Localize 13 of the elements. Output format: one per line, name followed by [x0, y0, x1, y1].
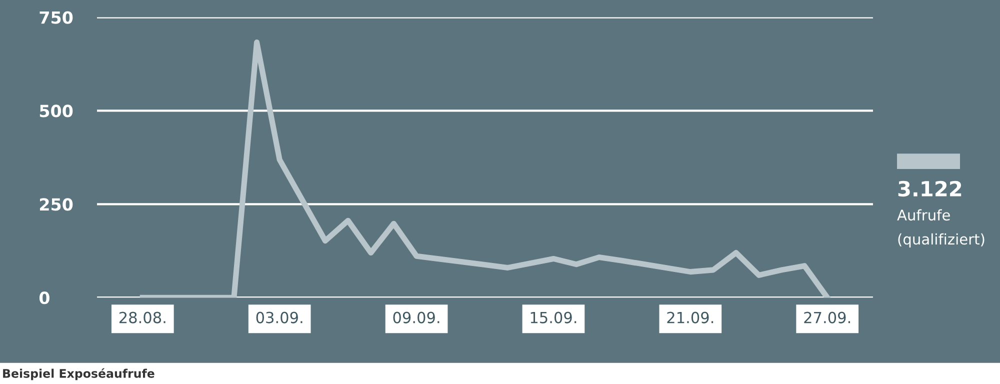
x-tick-label: 27.09.	[804, 312, 850, 324]
x-tick-label: 09.09.	[393, 312, 440, 324]
text: 3.122	[898, 180, 962, 197]
x-tick-label: 03.09.	[256, 312, 302, 324]
text: Aufrufe (qualifiziert)	[897, 209, 984, 248]
y-tick-label: 500	[40, 104, 73, 118]
x-tick-label: 28.08.	[119, 312, 166, 324]
text: Beispiel Exposéaufrufe	[3, 368, 154, 380]
y-tick-label: 750	[40, 11, 73, 24]
x-tick-label: 21.09.	[667, 312, 714, 324]
y-tick-label: 0	[39, 292, 50, 304]
x-tick-label: 15.09.	[530, 312, 576, 324]
y-tick-label: 250	[40, 198, 73, 211]
